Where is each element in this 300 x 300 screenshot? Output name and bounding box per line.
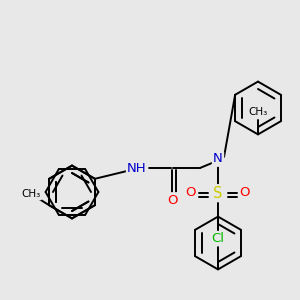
Text: Cl: Cl bbox=[212, 232, 224, 245]
Text: NH: NH bbox=[127, 161, 147, 175]
Text: CH₃: CH₃ bbox=[22, 189, 41, 199]
Text: N: N bbox=[213, 152, 223, 166]
Text: O: O bbox=[240, 187, 250, 200]
Text: O: O bbox=[167, 194, 177, 206]
Text: CH₃: CH₃ bbox=[248, 107, 268, 117]
Text: S: S bbox=[213, 185, 223, 200]
Text: O: O bbox=[186, 187, 196, 200]
